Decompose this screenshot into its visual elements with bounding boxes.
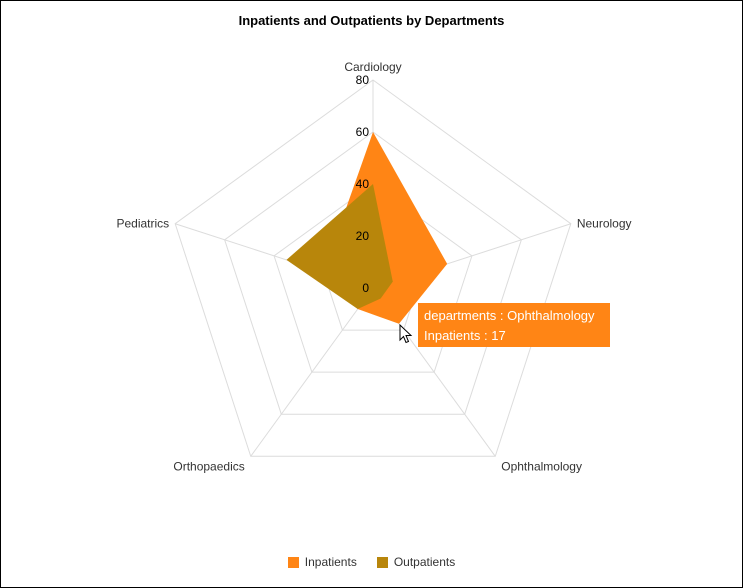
legend-label-inpatients: Inpatients <box>304 555 357 569</box>
legend-item-inpatients[interactable]: Inpatients <box>287 555 357 569</box>
category-label: Cardiology <box>344 60 401 74</box>
category-label: Neurology <box>577 217 632 231</box>
tooltip-line-department: departments : Ophthalmology <box>424 308 595 323</box>
legend-swatch-inpatients <box>287 556 299 568</box>
grid-spoke <box>250 287 374 457</box>
category-label: Pediatrics <box>116 217 169 231</box>
mouse-cursor-icon <box>399 324 413 344</box>
legend-swatch-outpatients <box>376 556 388 568</box>
grid-ring <box>224 131 522 415</box>
legend-item-outpatients[interactable]: Outpatients <box>376 555 456 569</box>
category-label: Ophthalmology <box>501 459 582 473</box>
legend-label-outpatients: Outpatients <box>393 555 456 569</box>
grid-ring <box>273 183 473 373</box>
chart-tooltip: departments : Ophthalmology Inpatients :… <box>418 303 610 347</box>
radial-tick-label: 60 <box>356 125 370 139</box>
chart-legend: Inpatients Outpatients <box>0 555 743 569</box>
radial-tick-label: 40 <box>356 177 370 191</box>
chart-title: Inpatients and Outpatients by Department… <box>238 13 505 28</box>
radial-tick-label: 0 <box>362 281 369 295</box>
grid-ring <box>174 79 572 457</box>
tooltip-line-value: Inpatients : 17 <box>424 328 506 343</box>
radial-tick-label: 20 <box>356 229 370 243</box>
category-label: Orthopaedics <box>173 459 244 473</box>
radial-tick-label: 80 <box>356 73 370 87</box>
series-area-outpatients <box>286 184 393 310</box>
